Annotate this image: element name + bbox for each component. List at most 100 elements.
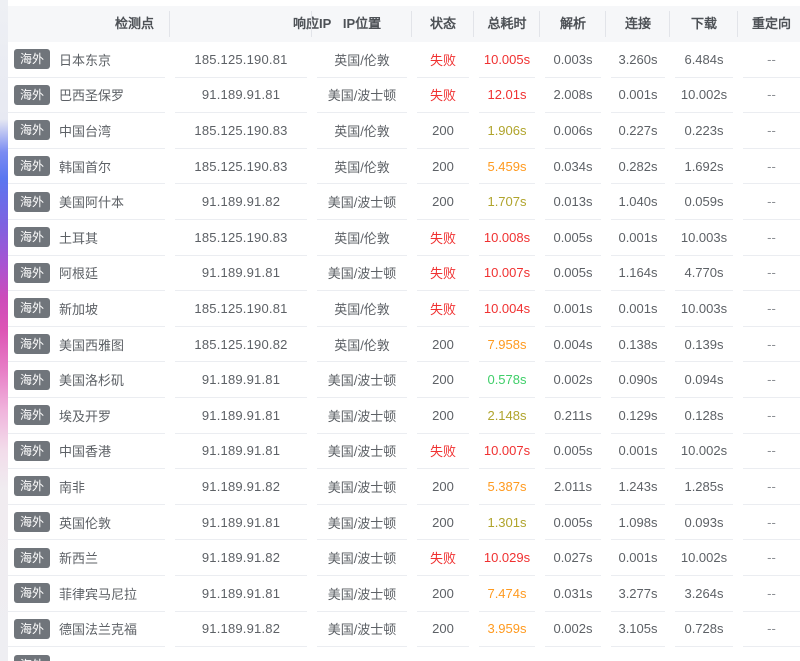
column-header-dns: 解析 [545,6,606,42]
download-time: 4.770s [675,256,733,292]
ip-location: 美国/波士顿 [317,540,407,576]
download-time: 1.692s [675,149,733,185]
redirect: -- [743,469,800,505]
response-ip: 91.189.91.82 [175,469,307,505]
node-cell: 海外 埃及开罗 [8,398,165,434]
total-time: 0.578s [479,362,535,398]
overseas-badge: 海外 [14,405,51,426]
node-name: 埃及开罗 [59,408,112,424]
redirect: -- [743,42,800,78]
table-row-partial: 海外 [8,647,800,661]
overseas-badge: 海外 [14,156,51,177]
column-header-status: 状态 [417,6,474,42]
download-time: 6.484s [675,42,733,78]
overseas-badge: 海外 [14,120,51,141]
node-name: 美国洛杉矶 [59,373,125,389]
connect-time: 0.001s [611,434,665,470]
redirect: -- [743,576,800,612]
response-ip: 185.125.190.83 [175,113,307,149]
status: 失败 [417,42,469,78]
download-time: 0.728s [675,612,733,648]
table-row: 海外 德国法兰克福 91.189.91.82 美国/波士顿 200 3.959s… [8,612,800,648]
probe-results-table: 检测点 响应IP IP位置 状态 总耗时 解析 连接 下载 重定向 海外 日本东… [8,6,800,661]
dns-time: 0.013s [545,184,601,220]
connect-time: 3.260s [611,42,665,78]
redirect: -- [743,612,800,648]
connect-time: 0.282s [611,149,665,185]
connect-time: 0.001s [611,220,665,256]
response-ip: 91.189.91.81 [175,505,307,541]
column-header-node: 检测点 [8,6,170,42]
node-cell: 海外 中国香港 [8,434,165,470]
total-time: 12.01s [479,78,535,114]
node-cell: 海外 日本东京 [8,42,165,78]
status: 失败 [417,220,469,256]
connect-time: 0.138s [611,327,665,363]
table-row: 海外 菲律宾马尼拉 91.189.91.81 美国/波士顿 200 7.474s… [8,576,800,612]
total-time: 1.906s [479,113,535,149]
redirect: -- [743,149,800,185]
node-name: 南非 [59,479,86,495]
overseas-badge: 海外 [14,476,51,497]
node-cell: 海外 德国法兰克福 [8,612,165,648]
connect-time: 0.227s [611,113,665,149]
dns-time: 0.001s [545,291,601,327]
redirect: -- [743,291,800,327]
status: 200 [417,612,469,648]
connect-time: 1.098s [611,505,665,541]
node-name: 新西兰 [59,551,99,567]
ip-location: 美国/波士顿 [317,184,407,220]
total-time: 10.005s [479,42,535,78]
ip-location: 英国/伦敦 [317,327,407,363]
total-time: 2.148s [479,398,535,434]
redirect: -- [743,434,800,470]
node-cell: 海外 菲律宾马尼拉 [8,576,165,612]
response-ip: 185.125.190.82 [175,327,307,363]
table-row: 海外 新西兰 91.189.91.82 美国/波士顿 失败 10.029s 0.… [8,540,800,576]
response-ip: 91.189.91.81 [175,78,307,114]
node-name: 土耳其 [59,230,99,246]
ip-location: 英国/伦敦 [317,149,407,185]
redirect: -- [743,220,800,256]
node-name: 菲律宾马尼拉 [59,586,138,602]
status: 200 [417,362,469,398]
node-cell: 海外 南非 [8,469,165,505]
column-header-total: 总耗时 [479,6,540,42]
node-cell: 海外 新西兰 [8,540,165,576]
connect-time: 0.001s [611,78,665,114]
table-row: 海外 美国洛杉矶 91.189.91.81 美国/波士顿 200 0.578s … [8,362,800,398]
column-header-location: IP位置 [317,6,412,42]
total-time: 10.029s [479,540,535,576]
node-name: 美国阿什本 [59,195,125,211]
overseas-badge: 海外 [14,84,51,105]
node-cell: 海外 美国西雅图 [8,327,165,363]
node-cell: 海外 阿根廷 [8,256,165,292]
connect-time: 3.277s [611,576,665,612]
column-header-ip: 响应IP [175,6,331,42]
ip-location: 美国/波士顿 [317,505,407,541]
total-time: 3.959s [479,612,535,648]
ip-location: 美国/波士顿 [317,469,407,505]
redirect: -- [743,184,800,220]
download-time: 3.264s [675,576,733,612]
table-row: 海外 新加坡 185.125.190.81 英国/伦敦 失败 10.004s 0… [8,291,800,327]
redirect: -- [743,327,800,363]
download-time: 0.093s [675,505,733,541]
dns-time: 2.011s [545,469,601,505]
response-ip: 91.189.91.82 [175,612,307,648]
node-name: 日本东京 [59,52,112,68]
total-time: 5.387s [479,469,535,505]
connect-time: 0.090s [611,362,665,398]
response-ip: 91.189.91.81 [175,576,307,612]
dns-time: 0.027s [545,540,601,576]
download-time: 0.223s [675,113,733,149]
overseas-badge: 海外 [14,369,51,390]
download-time: 0.059s [675,184,733,220]
dns-time: 0.003s [545,42,601,78]
table-row: 海外 英国伦敦 91.189.91.81 美国/波士顿 200 1.301s 0… [8,505,800,541]
response-ip: 91.189.91.81 [175,362,307,398]
dns-time: 0.211s [545,398,601,434]
dns-time: 0.004s [545,327,601,363]
node-cell: 海外 巴西圣保罗 [8,78,165,114]
dns-time: 0.031s [545,576,601,612]
